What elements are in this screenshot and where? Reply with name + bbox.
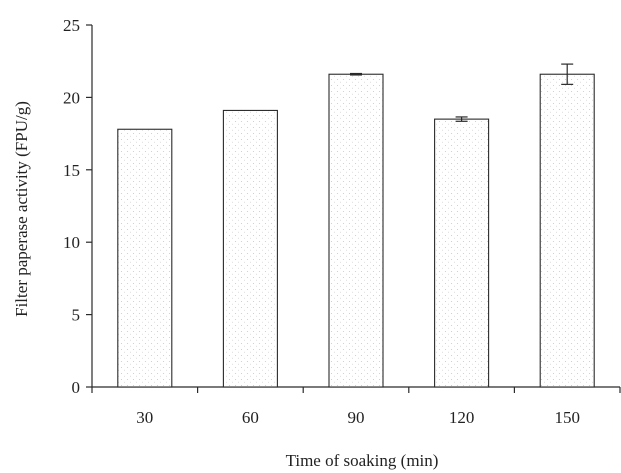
x-tick-label-3: 120 — [449, 408, 475, 427]
bars — [117, 73, 595, 388]
error-bar-90 — [350, 72, 362, 76]
bar-120 — [434, 118, 490, 388]
bar-90 — [328, 73, 384, 388]
bar-60 — [222, 109, 278, 388]
plot-area: 0 5 10 15 20 25 30 60 90 120 150 — [63, 16, 621, 427]
x-axis-title: Time of soaking (min) — [286, 451, 439, 470]
x-tick-label-2: 90 — [348, 408, 365, 427]
x-tick-label-1: 60 — [242, 408, 259, 427]
y-tick-label-5: 25 — [63, 16, 80, 35]
y-tick-label-3: 15 — [63, 161, 80, 180]
error-bar-150 — [561, 63, 574, 85]
y-tick-label-4: 20 — [63, 88, 80, 107]
error-bars — [350, 63, 574, 122]
y-axis-ticks: 0 5 10 15 20 25 — [63, 16, 92, 397]
y-tick-label-0: 0 — [72, 378, 81, 397]
bar-30 — [117, 128, 173, 388]
y-tick-label-2: 10 — [63, 233, 80, 252]
x-axis-ticks: 30 60 90 120 150 — [91, 387, 621, 427]
bar-150 — [539, 73, 595, 388]
y-tick-label-1: 5 — [72, 306, 81, 325]
error-bar-120 — [455, 116, 468, 122]
x-tick-label-0: 30 — [136, 408, 153, 427]
y-axis-title: Filter paperase activity (FPU/g) — [12, 101, 31, 317]
x-tick-label-4: 150 — [554, 408, 580, 427]
